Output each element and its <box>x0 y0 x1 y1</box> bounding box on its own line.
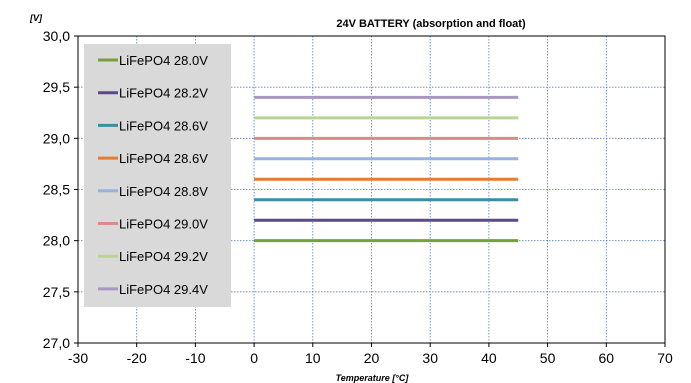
grid <box>78 36 665 343</box>
y-tick-label: 30,0 <box>43 28 70 44</box>
x-tick-label: -30 <box>68 350 88 366</box>
x-tick-label: 30 <box>422 350 438 366</box>
legend-label: LiFePO4 28.6V <box>119 151 208 166</box>
legend-label: LiFePO4 29.4V <box>119 282 208 297</box>
chart-title: 24V BATTERY (absorption and float) <box>336 18 526 30</box>
y-axis-label: [V] <box>29 13 43 23</box>
x-axis-label: Temperature [°C] <box>336 373 410 383</box>
y-tick-label: 27,0 <box>43 335 70 351</box>
y-tick-label: 29,0 <box>43 130 70 146</box>
legend-label: LiFePO4 29.0V <box>119 217 208 232</box>
y-tick-label: 28,5 <box>43 182 70 198</box>
x-tick-label: 20 <box>364 350 380 366</box>
x-tick-label: 50 <box>540 350 556 366</box>
legend-label: LiFePO4 28.6V <box>119 118 208 133</box>
legend-label: LiFePO4 29.2V <box>119 249 208 264</box>
x-tick-label: 10 <box>305 350 321 366</box>
x-tick-label: 70 <box>657 350 673 366</box>
axis-ticks: -30 -20 -10 0 10 20 30 40 50 60 70 27,0 27,5 28,0 28,5… <box>43 28 673 366</box>
y-tick-label: 29,5 <box>43 79 70 95</box>
legend-label: LiFePO4 28.8V <box>119 184 208 199</box>
y-tick-label: 28,0 <box>43 233 70 249</box>
series-lines <box>254 95 519 243</box>
legend-label: LiFePO4 28.2V <box>119 86 208 101</box>
x-tick-label: -20 <box>127 350 147 366</box>
legend-label: LiFePO4 28.0V <box>119 53 208 68</box>
legend: LiFePO4 28.0V LiFePO4 28.2V LiFePO4 28.6V L… <box>84 44 231 307</box>
x-tick-label: 0 <box>250 350 258 366</box>
y-tick-label: 27,5 <box>43 284 70 300</box>
x-tick-label: -10 <box>185 350 205 366</box>
x-tick-label: 60 <box>599 350 615 366</box>
legend-box <box>84 44 231 307</box>
x-tick-label: 40 <box>481 350 497 366</box>
